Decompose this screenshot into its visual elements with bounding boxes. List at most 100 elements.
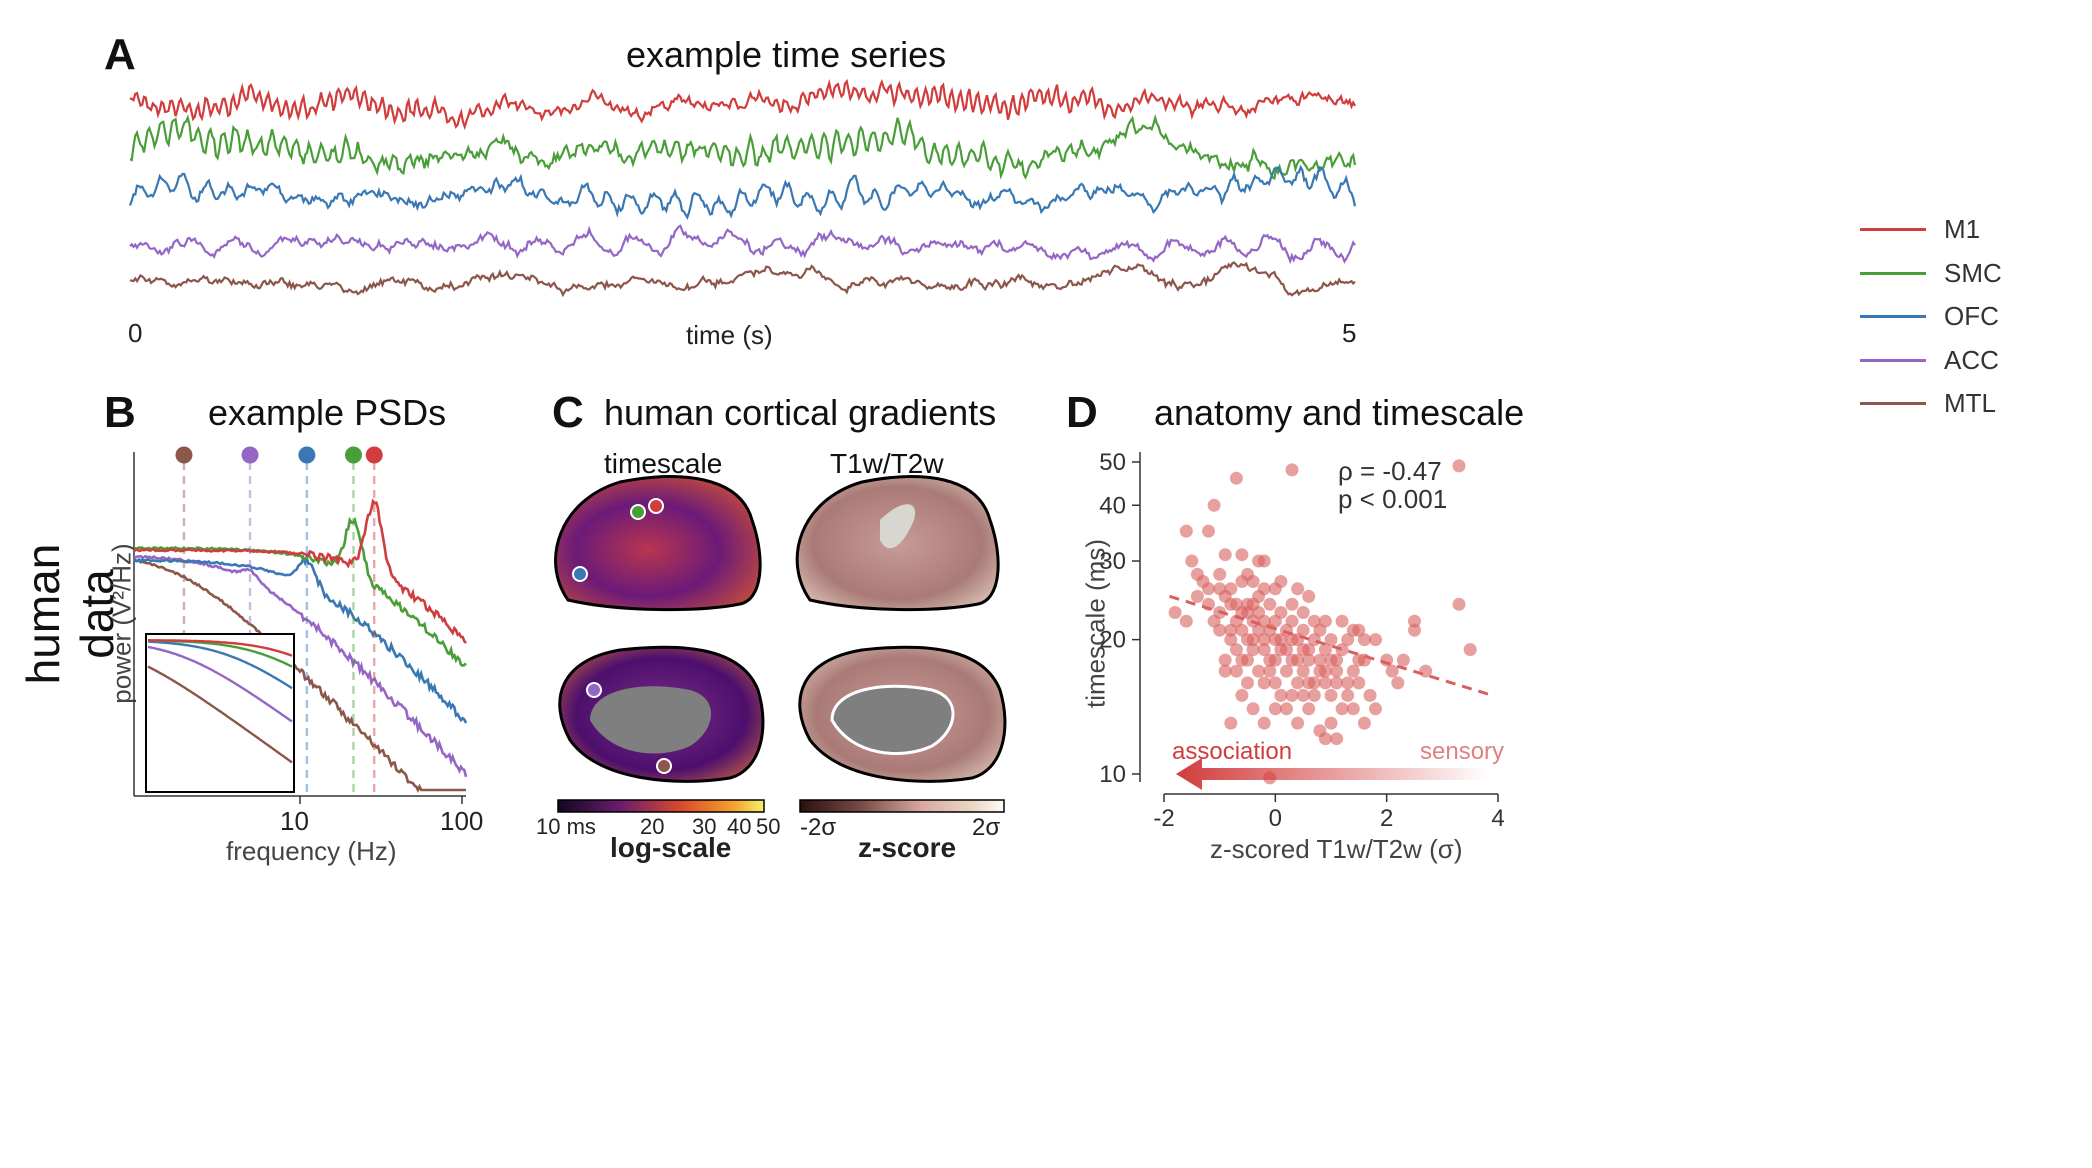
panel-a-x-start: 0	[128, 318, 143, 348]
scatter-point	[1335, 643, 1349, 657]
scatter-point	[1346, 702, 1360, 716]
scatter-point	[1235, 606, 1249, 619]
scatter-point	[1207, 498, 1221, 512]
scatter-point	[1268, 702, 1282, 716]
scatter-point	[1246, 702, 1260, 716]
panel-b-xlabel: frequency (Hz)	[226, 836, 397, 866]
arrow-label-association: association	[1172, 738, 1293, 765]
scatter-point	[1302, 702, 1316, 716]
scatter-point	[1291, 676, 1305, 690]
y-tick-label: 30	[1099, 548, 1126, 575]
scatter-point	[1357, 716, 1371, 730]
scatter-point	[1452, 597, 1466, 611]
trace-ofc	[128, 164, 1357, 220]
peak-dot-mtl	[175, 446, 193, 464]
scatter-point	[1213, 567, 1227, 581]
scatter-point	[1341, 688, 1355, 702]
scatter-point	[1280, 643, 1293, 657]
legend-label-smc: SMC	[1944, 257, 2002, 288]
scatter-point	[1296, 606, 1310, 619]
scatter-point	[1369, 633, 1382, 647]
scatter-point	[1369, 702, 1382, 716]
marker-acc	[586, 682, 602, 698]
psd-peak-markers	[175, 446, 383, 796]
cbar1-tick-2: 30	[692, 814, 717, 839]
scatter-point	[1218, 548, 1232, 562]
panel-d-letter: D	[1066, 388, 1098, 437]
brain-timescale-lateral	[554, 475, 762, 612]
scatter-point	[1179, 614, 1193, 628]
panel-a-xlabel: time (s)	[686, 320, 773, 350]
colorbar-timescale	[557, 799, 765, 813]
scatter-point	[1318, 664, 1332, 678]
y-tick-label: 40	[1099, 492, 1126, 519]
y-tick-label: 50	[1099, 449, 1126, 476]
panel-b-xtick-100: 100	[440, 806, 484, 836]
legend-item-acc: ACC	[1860, 339, 2002, 383]
legend-label-ofc: OFC	[1944, 301, 1999, 332]
scatter-point	[1246, 633, 1260, 647]
scatter-point	[1218, 653, 1232, 667]
psd-axes	[133, 452, 466, 804]
scatter-point	[1302, 589, 1316, 603]
scatter-point	[1268, 633, 1282, 647]
scatter-point	[1229, 643, 1243, 657]
scatter-point	[1257, 676, 1271, 690]
scatter-point	[1307, 614, 1321, 628]
panel-c-letter: C	[552, 388, 584, 437]
scatter-point	[1341, 676, 1355, 690]
x-tick-label: -2	[1153, 805, 1174, 832]
scatter-point	[1274, 575, 1288, 588]
scatter-point	[1257, 716, 1271, 730]
scatter-point	[1313, 653, 1327, 667]
legend-label-mtl: MTL	[1944, 388, 1996, 419]
scatter-point	[1408, 614, 1421, 628]
scatter-point	[1229, 664, 1243, 678]
trace-mtl	[129, 261, 1356, 298]
scatter-point	[1224, 633, 1238, 647]
scatter-point	[1396, 653, 1410, 667]
scatter-point	[1235, 688, 1249, 702]
scatter-point	[1229, 471, 1243, 485]
cbar2-label: z-score	[858, 832, 957, 863]
scatter-point	[1285, 688, 1299, 702]
scatter-point	[1335, 702, 1349, 716]
peak-dot-ofc	[298, 446, 316, 464]
scatter-point	[1202, 524, 1215, 538]
cbar2-tick-1: 2σ	[972, 814, 1001, 841]
cbar1-tick-0: 10 ms	[536, 814, 596, 839]
scatter-point	[1291, 653, 1305, 667]
scatter-point	[1318, 676, 1332, 690]
scatter-point	[1363, 688, 1377, 702]
panel-c-col1: timescale	[604, 448, 723, 479]
legend-label-acc: ACC	[1944, 344, 1999, 375]
scatter-point	[1246, 575, 1260, 588]
legend-item-mtl: MTL	[1860, 382, 2002, 426]
legend-item-smc: SMC	[1860, 252, 2002, 296]
panel-b-xtick-10: 10	[280, 806, 309, 836]
aperiodic-inset	[145, 633, 295, 793]
x-tick-label: 2	[1380, 805, 1393, 832]
trace-m1	[129, 78, 1356, 131]
scatter-point	[1324, 688, 1338, 702]
scatter-point	[1330, 664, 1344, 678]
brain-t1t2-medial	[798, 645, 1007, 783]
scatter-point	[1263, 597, 1277, 611]
colorbar-t1t2	[799, 799, 1005, 813]
scatter-point	[1285, 463, 1299, 477]
panel-a-legend: M1 SMC OFC ACC MTL	[1860, 208, 2002, 426]
scatter-point	[1280, 664, 1293, 678]
legend-swatch-smc	[1860, 271, 1926, 275]
scatter-fit-line	[1169, 594, 1493, 697]
scatter-point	[1274, 606, 1288, 619]
scatter-point	[1302, 653, 1316, 667]
panel-a-title: example time series	[626, 34, 947, 75]
scatter-point	[1296, 664, 1310, 678]
cbar1-tick-1: 20	[640, 814, 665, 839]
scatter-point	[1263, 664, 1277, 678]
panel-c-col2: T1w/T2w	[830, 448, 944, 479]
panel-b-title: example PSDs	[208, 392, 447, 433]
scatter-point	[1291, 582, 1305, 596]
legend-label-m1: M1	[1944, 214, 1981, 245]
scatter-point	[1285, 633, 1299, 647]
